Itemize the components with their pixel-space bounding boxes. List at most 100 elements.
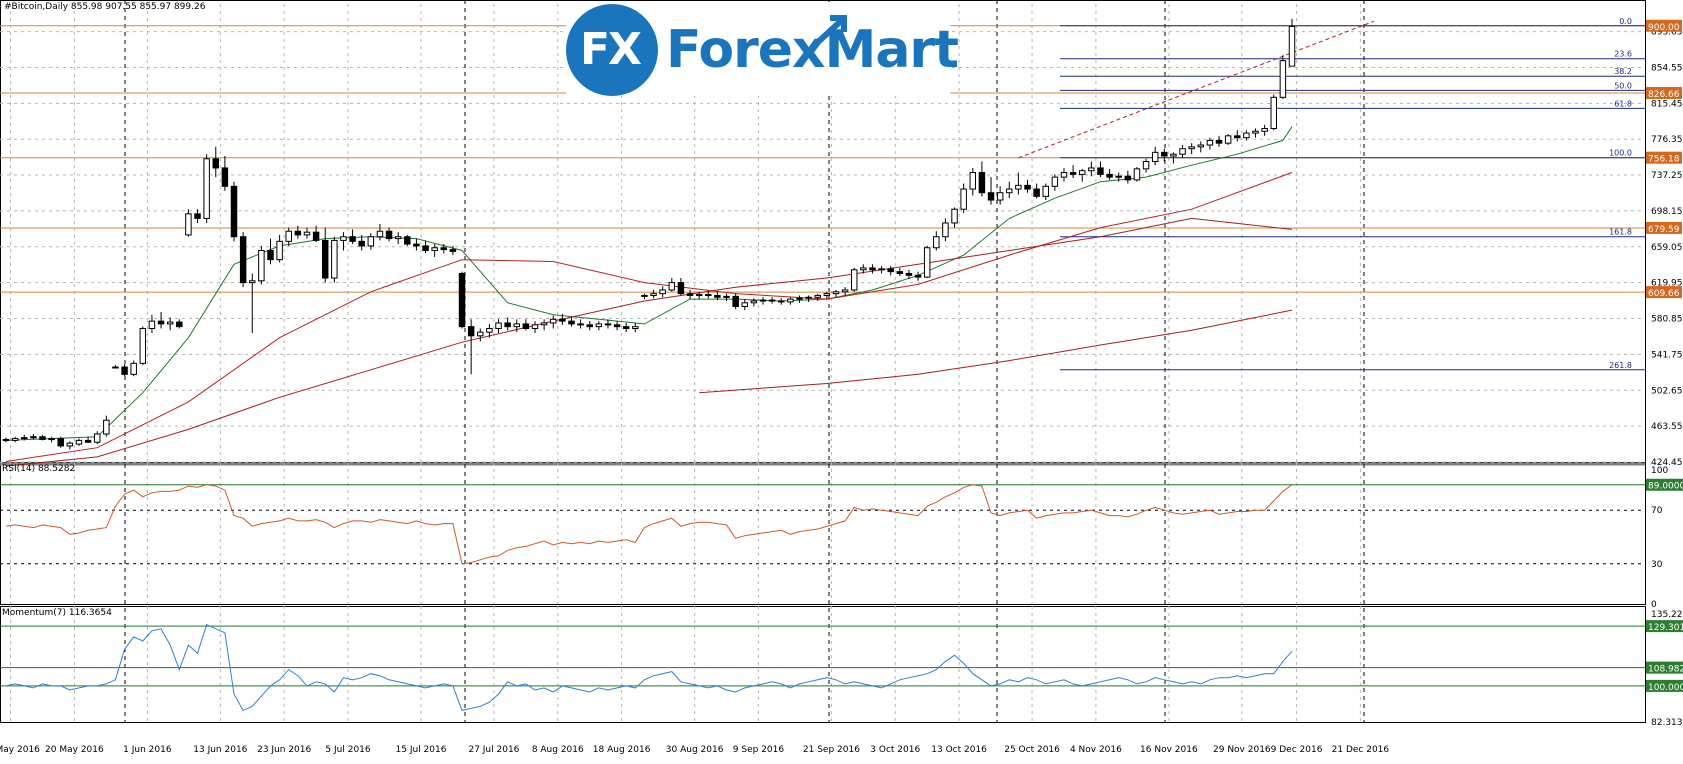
fib-level-label: 50.0: [1614, 81, 1632, 90]
momentum-title: Momentum(7) 116.3654: [2, 608, 112, 618]
candle-body: [823, 293, 831, 296]
candle: [559, 313, 566, 325]
candle: [440, 244, 448, 254]
candle-body: [139, 327, 147, 364]
candle: [695, 291, 703, 300]
candle-body: [695, 294, 703, 297]
candle-body: [650, 293, 657, 296]
candle-body: [887, 268, 894, 273]
y-tick-label: 815.45: [1651, 99, 1683, 109]
candle-body: [632, 326, 639, 329]
candle-body: [449, 249, 457, 252]
candle-body: [249, 280, 256, 284]
candle: [1006, 181, 1013, 199]
candle: [267, 238, 274, 265]
price-tag-label: 609.66: [1648, 289, 1680, 299]
candle-body: [376, 230, 384, 238]
candle-body: [1288, 25, 1296, 67]
candle-body: [358, 240, 365, 247]
candle-body: [121, 366, 128, 375]
candle-body: [39, 436, 46, 440]
y-tick-label: 541.75: [1651, 350, 1683, 360]
candle-body: [540, 322, 548, 326]
candle: [978, 161, 986, 197]
x-tick-label: 9 Sep 2016: [733, 745, 785, 755]
candle: [996, 186, 1004, 205]
candle: [705, 290, 712, 299]
candle: [48, 436, 55, 443]
candle: [385, 227, 393, 242]
candle-body: [212, 158, 220, 169]
candle-body: [686, 293, 694, 296]
candle-body: [978, 172, 986, 194]
candle: [103, 415, 110, 437]
candle-body: [513, 323, 520, 328]
candle: [194, 209, 201, 223]
x-tick-label: 18 Aug 2016: [593, 745, 651, 755]
candle-body: [933, 236, 940, 249]
candle: [1288, 18, 1296, 67]
candle: [2, 437, 10, 443]
candle-body: [951, 208, 958, 224]
candle: [741, 299, 749, 311]
fib-level-label: 0.0: [1619, 17, 1632, 26]
candle-body: [814, 294, 821, 298]
candle-body: [568, 320, 575, 325]
candle-body: [495, 322, 502, 329]
price-tag-bg: [1646, 19, 1682, 32]
candle: [422, 240, 429, 254]
y-tick-label: 619.95: [1651, 279, 1683, 289]
candle-body: [75, 439, 83, 445]
candle-body: [1215, 139, 1223, 144]
y-tick-label: 698.15: [1651, 207, 1683, 217]
candle: [522, 319, 530, 331]
momentum-level-tag-bg: [1646, 620, 1683, 633]
candle-body: [914, 274, 922, 278]
candle-body: [668, 282, 676, 291]
candle: [1270, 94, 1277, 131]
forexmart-logo: FX ForexMart: [566, 2, 959, 96]
candle: [823, 291, 831, 300]
candle: [714, 291, 721, 301]
candle-body: [194, 213, 201, 219]
candle-body: [878, 268, 885, 271]
y-tick-label: 854.55: [1651, 63, 1683, 73]
candle-body: [1151, 151, 1159, 163]
candle: [84, 436, 92, 444]
fib-level-label: 61.8: [1614, 99, 1632, 108]
rsi-y-tick-label: 0: [1651, 600, 1657, 610]
candle-body: [458, 272, 466, 328]
candle-body: [622, 326, 630, 329]
candle-body: [349, 236, 356, 242]
candle-body: [549, 318, 557, 324]
candle: [778, 298, 785, 305]
candle: [367, 233, 375, 250]
x-tick-label: 8 Aug 2016: [532, 745, 584, 755]
candle: [586, 321, 593, 331]
candle: [732, 293, 739, 310]
candle-body: [1069, 172, 1077, 175]
candle: [549, 315, 557, 329]
candle: [1206, 137, 1214, 150]
candle: [166, 317, 174, 331]
candle: [249, 273, 256, 334]
trendline: [1018, 20, 1375, 159]
candle-body: [440, 247, 448, 251]
candle: [987, 177, 995, 205]
candle-body: [1033, 188, 1040, 197]
candle-body: [176, 321, 183, 328]
y-tick-label: 580.85: [1651, 315, 1683, 325]
y-tick-label: 659.05: [1651, 243, 1683, 253]
price-tag-bg: [1646, 151, 1682, 164]
moving-average-ma_slow: [5, 217, 1293, 467]
candle: [622, 322, 630, 333]
candle-body: [84, 439, 92, 443]
candle-body: [522, 323, 530, 329]
candle: [121, 364, 128, 377]
candle: [887, 266, 894, 276]
candle: [951, 207, 958, 228]
rsi-level-label: 89.0000: [1648, 482, 1683, 492]
candle-body: [477, 331, 484, 337]
candle: [312, 225, 320, 243]
candle: [57, 436, 64, 448]
